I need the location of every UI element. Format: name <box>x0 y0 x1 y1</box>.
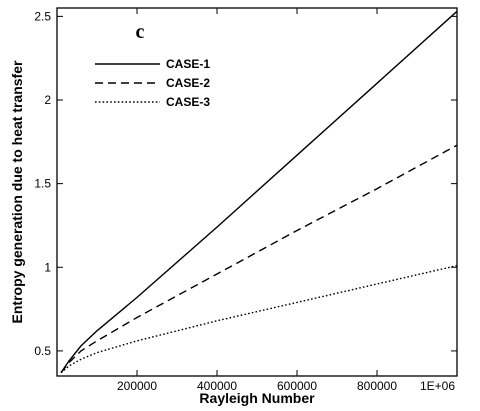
y-axis-ticks: 0.5 1 1.5 2 2.5 <box>34 9 457 358</box>
y-tick-label: 1 <box>44 260 51 274</box>
series-line-2 <box>60 144 458 374</box>
legend-label-3: CASE-3 <box>166 95 210 109</box>
series-layer <box>60 10 458 374</box>
legend: CASE-1 CASE-2 CASE-3 <box>95 57 210 109</box>
y-tick-label: 2.5 <box>34 9 51 23</box>
x-tick-label: 600000 <box>277 379 317 393</box>
plot-frame <box>56 7 458 377</box>
legend-label-2: CASE-2 <box>166 76 210 90</box>
x-axis-label: Rayleigh Number <box>199 390 315 406</box>
series-line-1 <box>60 10 458 374</box>
x-tick-label: 200000 <box>117 379 157 393</box>
series-line-3 <box>60 264 458 374</box>
y-tick-label: 2 <box>44 93 51 107</box>
x-tick-label: 400000 <box>197 379 237 393</box>
x-tick-label: 800000 <box>357 379 397 393</box>
y-tick-label: 0.5 <box>34 344 51 358</box>
y-axis-label: Entropy generation due to heat transfer <box>9 60 25 323</box>
y-tick-label: 1.5 <box>34 177 51 191</box>
legend-label-1: CASE-1 <box>166 57 210 71</box>
panel-label: c <box>136 21 145 43</box>
x-axis-ticks: 200000 400000 600000 800000 1E+06 <box>117 8 458 393</box>
x-tick-label: 1E+06 <box>420 379 455 393</box>
